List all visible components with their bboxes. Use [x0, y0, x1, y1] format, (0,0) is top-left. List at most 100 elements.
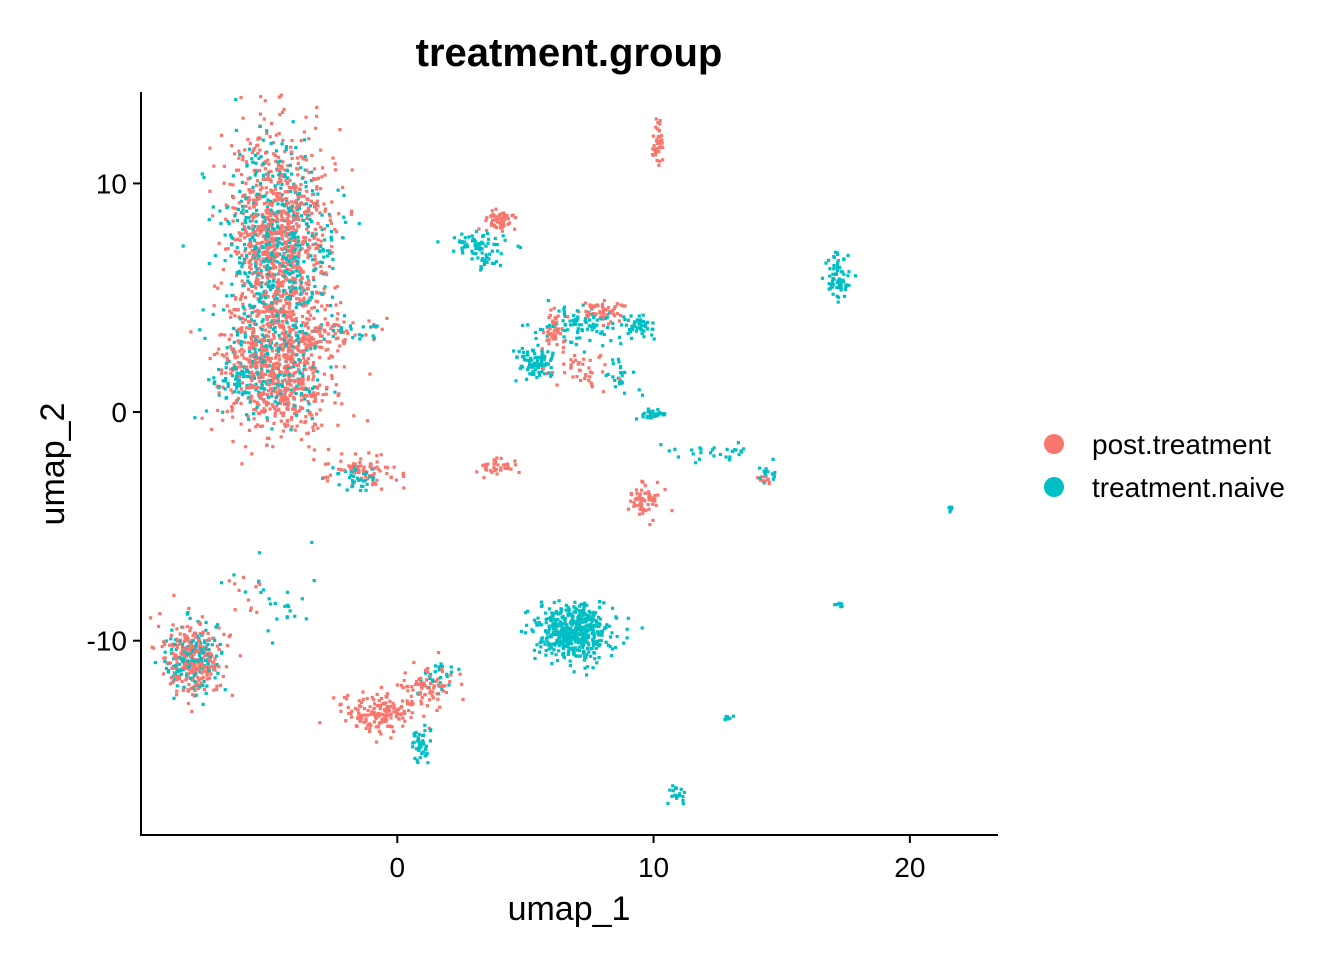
scatter-point-treatment-naive — [227, 222, 231, 226]
scatter-point-post-treatment — [305, 317, 309, 321]
scatter-point-treatment-naive — [473, 240, 477, 244]
scatter-point-post-treatment — [272, 307, 276, 311]
scatter-point-post-treatment — [263, 99, 267, 103]
scatter-point-post-treatment — [629, 499, 633, 503]
scatter-point-treatment-naive — [317, 327, 321, 331]
scatter-point-post-treatment — [250, 151, 254, 155]
scatter-point-treatment-naive — [270, 222, 274, 226]
scatter-point-post-treatment — [339, 459, 343, 463]
scatter-point-treatment-naive — [257, 390, 261, 394]
scatter-point-treatment-naive — [258, 292, 262, 296]
scatter-point-post-treatment — [239, 365, 243, 369]
scatter-point-post-treatment — [571, 360, 575, 364]
scatter-point-post-treatment — [513, 463, 518, 467]
scatter-point-treatment-naive — [191, 639, 195, 643]
scatter-point-post-treatment — [307, 317, 311, 321]
scatter-point-post-treatment — [278, 370, 282, 374]
scatter-point-treatment-naive — [438, 676, 442, 680]
scatter-point-post-treatment — [360, 713, 364, 718]
scatter-point-treatment-naive — [237, 390, 241, 394]
scatter-point-treatment-naive — [429, 728, 433, 732]
scatter-point-treatment-naive — [262, 359, 266, 363]
scatter-point-post-treatment — [309, 353, 314, 357]
scatter-point-treatment-naive — [296, 197, 300, 201]
scatter-point-treatment-naive — [539, 639, 543, 643]
scatter-point-post-treatment — [377, 714, 381, 718]
scatter-point-treatment-naive — [207, 378, 211, 382]
scatter-point-treatment-naive — [610, 606, 615, 610]
scatter-point-post-treatment — [302, 202, 306, 207]
scatter-point-treatment-naive — [681, 798, 685, 802]
scatter-point-treatment-naive — [193, 659, 197, 663]
scatter-point-post-treatment — [293, 259, 297, 263]
scatter-point-post-treatment — [289, 244, 293, 248]
scatter-point-treatment-naive — [839, 283, 843, 287]
scatter-point-treatment-naive — [632, 322, 636, 326]
scatter-point-treatment-naive — [562, 312, 567, 316]
scatter-point-treatment-naive — [576, 327, 580, 331]
scatter-point-treatment-naive — [213, 253, 217, 258]
scatter-point-treatment-naive — [562, 656, 566, 660]
scatter-point-treatment-naive — [306, 242, 310, 247]
scatter-point-treatment-naive — [606, 643, 610, 647]
scatter-point-treatment-naive — [581, 651, 586, 655]
scatter-point-treatment-naive — [415, 758, 419, 762]
scatter-point-treatment-naive — [251, 236, 255, 240]
scatter-point-treatment-naive — [828, 274, 832, 278]
scatter-point-post-treatment — [312, 458, 316, 462]
scatter-point-post-treatment — [272, 218, 276, 223]
scatter-point-treatment-naive — [223, 688, 227, 692]
scatter-point-post-treatment — [502, 463, 506, 467]
scatter-point-treatment-naive — [622, 391, 627, 395]
scatter-point-treatment-naive — [610, 631, 614, 635]
scatter-point-treatment-naive — [832, 255, 836, 259]
scatter-point-treatment-naive — [329, 229, 334, 233]
scatter-point-treatment-naive — [423, 723, 427, 727]
scatter-point-treatment-naive — [445, 672, 449, 676]
scatter-point-treatment-naive — [613, 385, 617, 389]
scatter-point-post-treatment — [296, 368, 300, 372]
scatter-point-post-treatment — [275, 404, 279, 408]
scatter-point-post-treatment — [380, 696, 384, 701]
scatter-point-post-treatment — [547, 333, 551, 337]
scatter-point-treatment-naive — [847, 283, 851, 287]
scatter-point-post-treatment — [325, 385, 329, 389]
scatter-point-post-treatment — [198, 661, 202, 665]
scatter-point-treatment-naive — [645, 327, 650, 331]
scatter-point-post-treatment — [249, 606, 253, 610]
scatter-point-treatment-naive — [314, 242, 318, 246]
scatter-point-post-treatment — [338, 128, 342, 132]
scatter-point-post-treatment — [588, 358, 592, 362]
scatter-point-post-treatment — [296, 216, 300, 220]
scatter-point-post-treatment — [319, 271, 323, 275]
scatter-point-treatment-naive — [463, 240, 467, 244]
scatter-point-post-treatment — [299, 268, 303, 272]
scatter-point-treatment-naive — [534, 621, 538, 625]
scatter-point-post-treatment — [207, 657, 211, 661]
scatter-point-post-treatment — [208, 659, 212, 663]
scatter-point-post-treatment — [562, 362, 566, 366]
scatter-point-post-treatment — [295, 297, 299, 301]
scatter-point-post-treatment — [267, 373, 271, 377]
scatter-point-post-treatment — [315, 326, 319, 330]
scatter-point-treatment-naive — [248, 238, 252, 242]
scatter-point-post-treatment — [169, 676, 173, 680]
scatter-point-treatment-naive — [583, 619, 588, 623]
scatter-point-treatment-naive — [266, 395, 270, 399]
scatter-point-post-treatment — [281, 160, 285, 164]
scatter-point-treatment-naive — [567, 628, 571, 632]
scatter-point-treatment-naive — [191, 649, 195, 653]
scatter-point-post-treatment — [392, 710, 396, 714]
scatter-point-treatment-naive — [296, 235, 300, 239]
scatter-point-treatment-naive — [255, 208, 259, 212]
scatter-point-post-treatment — [306, 208, 311, 212]
scatter-point-treatment-naive — [234, 377, 238, 381]
scatter-point-post-treatment — [511, 213, 515, 217]
scatter-point-post-treatment — [311, 378, 315, 382]
scatter-point-post-treatment — [639, 505, 643, 510]
scatter-point-treatment-naive — [554, 653, 558, 657]
scatter-point-post-treatment — [205, 671, 209, 676]
scatter-point-post-treatment — [233, 249, 237, 253]
scatter-point-post-treatment — [229, 333, 233, 337]
scatter-point-treatment-naive — [599, 638, 603, 643]
